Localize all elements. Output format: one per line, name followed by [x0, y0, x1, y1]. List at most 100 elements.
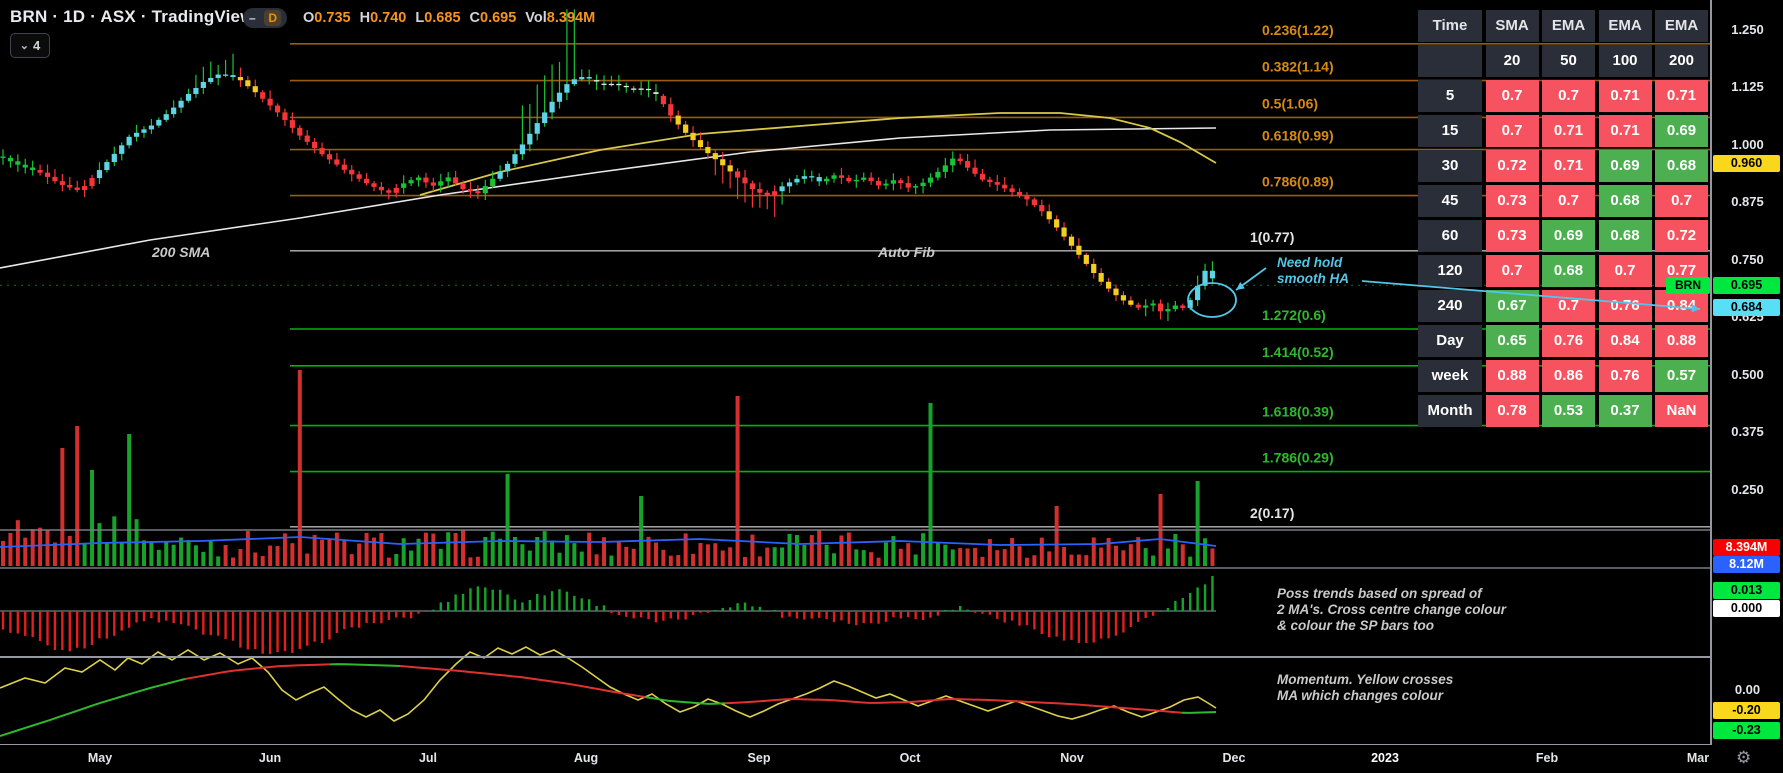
- low-value: 0.685: [424, 10, 461, 26]
- time-axis-label: Feb: [1535, 751, 1559, 765]
- chevron-down-icon: ⌄: [19, 40, 29, 52]
- ma-table-time: 30: [1418, 150, 1482, 182]
- ma-table-cell: 0.76: [1542, 325, 1595, 357]
- ma-table-cell: 0.68: [1542, 255, 1595, 287]
- price-tick: 0.875: [1731, 194, 1764, 209]
- ma-table-cell: 0.76: [1598, 290, 1652, 322]
- price-badge: 0.695: [1713, 277, 1780, 294]
- time-axis-label: Dec: [1222, 751, 1246, 765]
- ma-table-cell: 0.7: [1655, 185, 1708, 217]
- ma-table-cell: 0.84: [1598, 325, 1652, 357]
- ma-table-cell: 0.86: [1542, 360, 1595, 392]
- price-badge: 0.960: [1713, 155, 1780, 172]
- ma-table-cell: 0.68: [1598, 185, 1652, 217]
- ma-table-cell: 0.71: [1655, 80, 1708, 112]
- svg-text:0.786(0.89): 0.786(0.89): [1262, 174, 1334, 190]
- ma-table-cell: 0.57: [1655, 360, 1708, 392]
- ma-table-cell: 0.37: [1598, 395, 1652, 427]
- price-tick: 1.250: [1731, 22, 1764, 37]
- candles: [0, 9, 1216, 322]
- volume-bars: [1, 370, 1215, 566]
- ma-table-cell: 0.7: [1542, 290, 1595, 322]
- price-tick: 1.125: [1731, 79, 1764, 94]
- high-value: 0.740: [370, 10, 407, 26]
- volume-value: 8.394M: [546, 10, 596, 26]
- price-badge: 0.000: [1713, 600, 1780, 617]
- chart-ma-lines: [0, 112, 1217, 269]
- time-axis-label: May: [87, 751, 113, 765]
- need-hold-annotation[interactable]: Need hold smooth HA: [1277, 255, 1349, 286]
- ma-table-time: 5: [1418, 80, 1482, 112]
- gear-icon[interactable]: ⚙: [1736, 748, 1752, 767]
- ma-table-period: 100: [1598, 45, 1652, 77]
- ma-table-cell: 0.71: [1598, 115, 1652, 147]
- svg-text:1.272(0.6): 1.272(0.6): [1262, 307, 1326, 323]
- ma-table-time: Month: [1418, 395, 1482, 427]
- price-axis[interactable]: 1.250 1.125 1.000 0.875 0.750 0.625 0.500 0.375…: [1712, 0, 1783, 745]
- momentum-annotation[interactable]: Momentum. Yellow crosses MA which change…: [1277, 672, 1454, 703]
- close-value: 0.695: [480, 10, 517, 26]
- ma-table-cell: 0.78: [1485, 395, 1539, 427]
- ma-table-cell: 0.68: [1655, 150, 1708, 182]
- ohlc-legend: O0.735 H0.740 L0.685 C0.695 Vol8.394M: [303, 10, 596, 26]
- time-axis-label: 2023: [1371, 751, 1399, 765]
- ma-table-cell: 0.7: [1542, 185, 1595, 217]
- ma-table-time: 45: [1418, 185, 1482, 217]
- ma-table-time: Day: [1418, 325, 1482, 357]
- fib-levels: 0.236(1.22) 0.382(1.14) 0.5(1.06) 0.618(0.9…: [290, 22, 1710, 528]
- ma-table-cell: NaN: [1655, 395, 1708, 427]
- price-badge: 0.684: [1713, 299, 1780, 316]
- price-tick: 0.500: [1731, 367, 1764, 382]
- time-axis-label: Mar: [1686, 751, 1710, 765]
- ma-table-time: 15: [1418, 115, 1482, 147]
- price-badge: -0.23: [1713, 722, 1780, 739]
- price-tick: 0.375: [1731, 424, 1764, 439]
- ma-table-cell: 0.7: [1485, 115, 1539, 147]
- momentum-lines: [0, 646, 1217, 737]
- time-axis-label: Aug: [573, 751, 599, 765]
- ma-table-cell: 0.68: [1598, 220, 1652, 252]
- price-tick: 0.750: [1731, 252, 1764, 267]
- indicator-collapse-button[interactable]: ⌄ 4: [10, 33, 50, 58]
- time-axis[interactable]: May Jun Jul Aug Sep Oct Nov Dec 2023 Feb Mar: [0, 745, 1783, 773]
- ma-table-cell: 0.76: [1598, 360, 1652, 392]
- toggle-dash-icon: –: [249, 11, 256, 25]
- price-badge: -0.20: [1713, 702, 1780, 719]
- ma-table-cell: 0.71: [1542, 115, 1595, 147]
- svg-text:0.5(1.06): 0.5(1.06): [1262, 95, 1318, 111]
- ma-table-header: SMA: [1485, 10, 1539, 42]
- price-badge: 8.394M: [1713, 539, 1780, 556]
- volume-ma-line: [0, 536, 1217, 548]
- ma-table-cell: 0.72: [1485, 150, 1539, 182]
- open-value: 0.735: [314, 10, 351, 26]
- time-axis-label: Oct: [899, 751, 921, 765]
- auto-fib-label[interactable]: Auto Fib: [878, 244, 935, 260]
- sma200-label[interactable]: 200 SMA: [152, 244, 211, 260]
- ma-table-cell: 0.88: [1485, 360, 1539, 392]
- spread-indicator-annotation[interactable]: Poss trends based on spread of 2 MA's. C…: [1277, 586, 1507, 633]
- ma-table-header: EMA: [1655, 10, 1708, 42]
- svg-text:0.382(1.14): 0.382(1.14): [1262, 59, 1334, 75]
- price-badge: 8.12M: [1713, 556, 1780, 573]
- price-tick: 1.000: [1731, 137, 1764, 152]
- time-axis-label: Jun: [258, 751, 282, 765]
- ma-table-header: EMA: [1598, 10, 1652, 42]
- price-tick: 0.00: [1734, 682, 1761, 697]
- symbol-title[interactable]: BRN · 1D · ASX · TradingView: [10, 7, 254, 26]
- timeframe-toggle[interactable]: – D: [243, 8, 287, 28]
- ma-screener-table: Time SMA EMA EMA EMA 20 50 100 200 5 0.7 0.7 0.71 0.7…: [1418, 10, 1708, 427]
- svg-text:2(0.17): 2(0.17): [1250, 505, 1294, 521]
- spread-bars: [0, 576, 1216, 655]
- ma-table-cell: 0.71: [1598, 80, 1652, 112]
- ma-table-time: 60: [1418, 220, 1482, 252]
- time-axis-label: Sep: [747, 751, 771, 765]
- ma-table-header: EMA: [1542, 10, 1595, 42]
- timeframe-badge[interactable]: D: [264, 10, 281, 26]
- indicator-count: 4: [32, 38, 41, 53]
- ma-table-cell: 0.53: [1542, 395, 1595, 427]
- price-badge: 0.013: [1713, 582, 1780, 599]
- symbol-price-label: BRN: [1666, 277, 1710, 294]
- svg-text:0.618(0.99): 0.618(0.99): [1262, 128, 1334, 144]
- ma-table-cell: 0.84: [1655, 290, 1708, 322]
